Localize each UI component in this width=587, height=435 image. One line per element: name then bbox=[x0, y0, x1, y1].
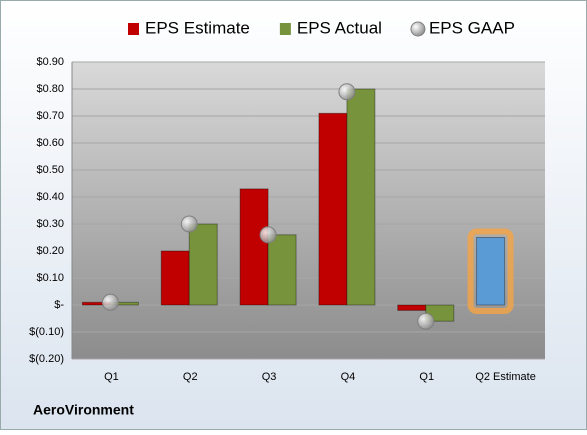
y-tick-label: $0.90 bbox=[36, 56, 64, 68]
y-tick-label: $(0.20) bbox=[29, 353, 64, 365]
bar bbox=[239, 188, 269, 306]
x-tick-label: Q3 bbox=[262, 371, 277, 383]
bar bbox=[346, 88, 376, 306]
highlight-glow bbox=[467, 228, 514, 314]
gaap-marker bbox=[338, 83, 356, 101]
gaap-marker bbox=[180, 215, 198, 233]
plot-area bbox=[72, 62, 545, 359]
legend-swatch bbox=[128, 23, 139, 35]
y-tick-label: $0.30 bbox=[36, 218, 64, 230]
x-tick-label: Q1 bbox=[419, 371, 434, 383]
y-tick-label: $0.40 bbox=[36, 191, 64, 203]
bar bbox=[397, 304, 427, 311]
legend-swatch bbox=[279, 23, 291, 35]
bar bbox=[160, 250, 190, 306]
gaap-marker bbox=[101, 293, 119, 311]
legend-label: EPS GAAP bbox=[429, 18, 515, 37]
gaap-marker bbox=[417, 312, 435, 330]
y-tick-label: $(0.10) bbox=[29, 326, 64, 338]
y-tick-label: $0.20 bbox=[36, 245, 64, 257]
legend-swatch bbox=[410, 21, 426, 37]
legend-label: EPS Actual bbox=[297, 18, 382, 37]
y-tick-label: $0.70 bbox=[36, 110, 64, 122]
gaap-marker bbox=[259, 226, 277, 244]
bar bbox=[188, 223, 218, 306]
x-tick-label: Q2 bbox=[183, 371, 198, 383]
y-tick-label: $0.50 bbox=[36, 164, 64, 176]
bar bbox=[476, 237, 506, 306]
y-tick-label: $0.80 bbox=[36, 83, 64, 95]
x-tick-label: Q1 bbox=[104, 371, 119, 383]
bar bbox=[318, 112, 348, 306]
x-tick-label: Q4 bbox=[341, 371, 356, 383]
y-tick-label: $0.60 bbox=[36, 137, 64, 149]
y-tick-label: $0.10 bbox=[36, 272, 64, 284]
legend-label: EPS Estimate bbox=[145, 18, 250, 37]
bar bbox=[267, 234, 297, 306]
footer: AeroVironment bbox=[33, 402, 134, 418]
x-tick-label: Q2 Estimate bbox=[475, 371, 536, 383]
y-tick-label: $- bbox=[54, 299, 64, 311]
